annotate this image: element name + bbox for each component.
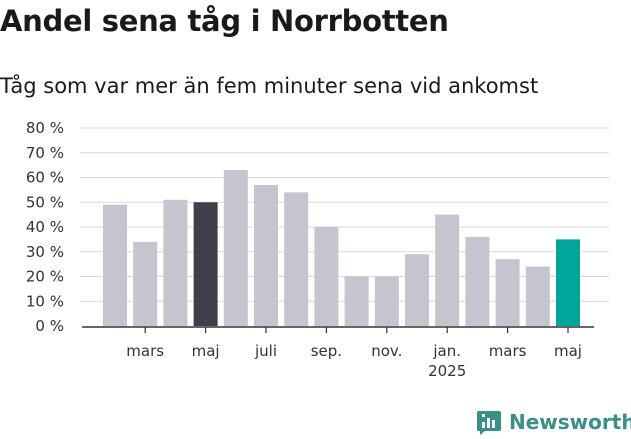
bar	[254, 184, 278, 326]
x-tick-label: juli	[254, 342, 277, 360]
bar	[374, 276, 399, 326]
bar	[435, 214, 460, 326]
x-tick-label: maj	[192, 342, 220, 360]
bar	[495, 259, 520, 326]
y-tick-label: 60 %	[26, 169, 64, 187]
bar	[103, 204, 127, 326]
y-tick-label: 80 %	[26, 119, 64, 137]
newsworthy-logo-icon	[477, 411, 501, 435]
bar	[133, 241, 158, 326]
brand-name: Newsworthy	[509, 410, 631, 434]
y-tick-label: 10 %	[26, 292, 64, 310]
y-tick-label: 30 %	[26, 243, 64, 261]
x-tick-label: maj	[554, 342, 582, 360]
x-tick-label: nov.	[371, 342, 402, 360]
bar	[284, 192, 309, 326]
y-tick-label: 20 %	[26, 268, 64, 286]
x-tick-label: mars	[126, 342, 164, 360]
y-tick-label: 50 %	[26, 193, 64, 211]
brand: Newsworthy	[476, 406, 631, 438]
chart-title: Andel sena tåg i Norrbotten	[0, 4, 449, 38]
x-tick-label: mars	[489, 342, 527, 360]
x-tick-label: jan.	[432, 342, 461, 360]
bar	[163, 199, 188, 326]
y-tick-label: 40 %	[26, 218, 64, 236]
bar	[525, 266, 550, 326]
bar	[223, 170, 248, 326]
x-tick-sublabel: 2025	[428, 362, 466, 380]
chart-subtitle: Tåg som var mer än fem minuter sena vid …	[0, 74, 539, 98]
bar	[344, 276, 369, 326]
y-tick-label: 0 %	[35, 317, 64, 335]
bar	[556, 239, 580, 326]
bar	[314, 227, 339, 326]
bar	[193, 202, 218, 326]
y-tick-label: 70 %	[26, 144, 64, 162]
bar	[465, 236, 490, 326]
bar	[405, 254, 429, 326]
x-tick-label: sep.	[311, 342, 342, 360]
